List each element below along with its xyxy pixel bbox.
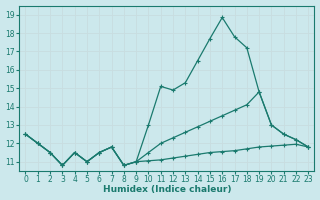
X-axis label: Humidex (Indice chaleur): Humidex (Indice chaleur)	[103, 185, 231, 194]
